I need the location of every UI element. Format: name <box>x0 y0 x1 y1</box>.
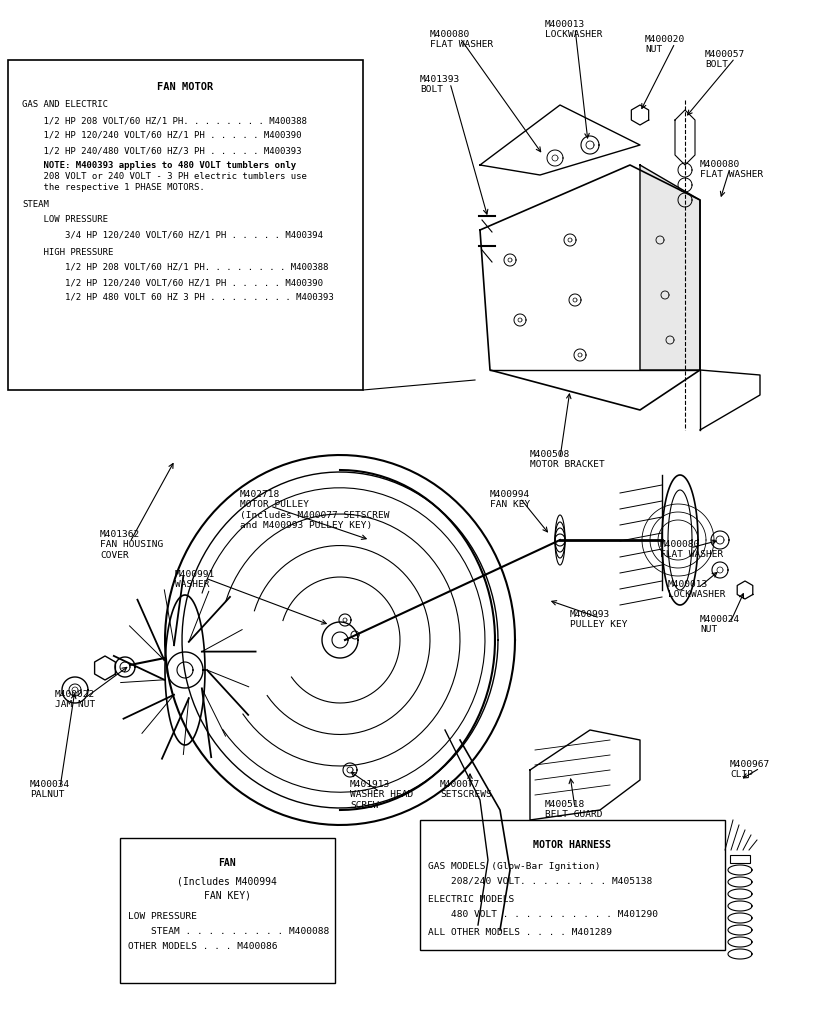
Text: M401913
WASHER HEAD
SCREW: M401913 WASHER HEAD SCREW <box>350 780 413 810</box>
Text: 3/4 HP 120/240 VOLT/60 HZ/1 PH . . . . . M400394: 3/4 HP 120/240 VOLT/60 HZ/1 PH . . . . .… <box>22 230 323 239</box>
Text: M400024
NUT: M400024 NUT <box>700 615 740 635</box>
Bar <box>420 820 725 950</box>
Text: M400991
WASHER: M400991 WASHER <box>175 570 215 590</box>
Text: LOW PRESSURE: LOW PRESSURE <box>22 215 108 224</box>
Text: HIGH PRESSURE: HIGH PRESSURE <box>22 248 113 257</box>
Text: M400022
JAM NUT: M400022 JAM NUT <box>55 690 95 710</box>
Text: 1/2 HP 120/240 VOLT/60 HZ/1 PH . . . . . M400390: 1/2 HP 120/240 VOLT/60 HZ/1 PH . . . . .… <box>22 278 323 287</box>
Text: M400518
BELT GUARD: M400518 BELT GUARD <box>545 800 602 819</box>
Text: M400994
FAN KEY: M400994 FAN KEY <box>490 490 530 509</box>
Text: STEAM . . . . . . . . . M400088: STEAM . . . . . . . . . M400088 <box>128 927 329 936</box>
Text: GAS AND ELECTRIC: GAS AND ELECTRIC <box>22 100 108 109</box>
Text: MOTOR HARNESS: MOTOR HARNESS <box>533 840 611 850</box>
Text: 1/2 HP 208 VOLT/60 HZ/1 PH. . . . . . . . M400388: 1/2 HP 208 VOLT/60 HZ/1 PH. . . . . . . … <box>22 263 328 272</box>
Text: (Includes M400994: (Includes M400994 <box>177 876 277 886</box>
Text: 480 VOLT . . . . . . . . . . M401290: 480 VOLT . . . . . . . . . . M401290 <box>428 910 658 919</box>
Text: 208/240 VOLT. . . . . . . . M405138: 208/240 VOLT. . . . . . . . M405138 <box>428 877 652 886</box>
Text: NOTE: M400393 applies to 480 VOLT tumblers only: NOTE: M400393 applies to 480 VOLT tumble… <box>22 161 296 170</box>
Text: M400020
NUT: M400020 NUT <box>645 35 685 54</box>
Text: M402718
MOTOR PULLEY
(Includes M400077 SETSCREW
and M400993 PULLEY KEY): M402718 MOTOR PULLEY (Includes M400077 S… <box>240 490 389 530</box>
Text: M400967
CLIP: M400967 CLIP <box>730 760 770 779</box>
Bar <box>730 855 750 863</box>
Text: M400013
LOCKWASHER: M400013 LOCKWASHER <box>545 20 602 39</box>
Polygon shape <box>640 165 700 370</box>
Text: FAN KEY): FAN KEY) <box>203 891 251 901</box>
Text: M400013
LOCKWASHER: M400013 LOCKWASHER <box>668 580 725 599</box>
Text: FAN: FAN <box>218 858 236 868</box>
Text: GAS MODELS (Glow-Bar Ignition): GAS MODELS (Glow-Bar Ignition) <box>428 862 601 871</box>
Text: 1/2 HP 208 VOLT/60 HZ/1 PH. . . . . . . . M400388: 1/2 HP 208 VOLT/60 HZ/1 PH. . . . . . . … <box>22 116 307 125</box>
Text: ALL OTHER MODELS . . . . M401289: ALL OTHER MODELS . . . . M401289 <box>428 928 612 937</box>
Text: 1/2 HP 480 VOLT 60 HZ 3 PH . . . . . . . . M400393: 1/2 HP 480 VOLT 60 HZ 3 PH . . . . . . .… <box>22 293 334 302</box>
Text: M400080
FLAT WASHER: M400080 FLAT WASHER <box>430 30 493 49</box>
Text: M400034
PALNUT: M400034 PALNUT <box>30 780 70 800</box>
Text: OTHER MODELS . . . M400086: OTHER MODELS . . . M400086 <box>128 942 277 951</box>
Text: M401362
FAN HOUSING
COVER: M401362 FAN HOUSING COVER <box>100 530 163 560</box>
Text: STEAM: STEAM <box>22 200 49 209</box>
Text: M400080
FLAT WASHER: M400080 FLAT WASHER <box>700 160 763 179</box>
Text: M400057
BOLT: M400057 BOLT <box>705 50 745 70</box>
Text: M401393
BOLT: M401393 BOLT <box>420 75 460 94</box>
Text: LOW PRESSURE: LOW PRESSURE <box>128 912 197 921</box>
Text: the respective 1 PHASE MOTORS.: the respective 1 PHASE MOTORS. <box>22 183 205 193</box>
Text: 1/2 HP 240/480 VOLT/60 HZ/3 PH . . . . . M400393: 1/2 HP 240/480 VOLT/60 HZ/3 PH . . . . .… <box>22 146 301 155</box>
Text: FAN MOTOR: FAN MOTOR <box>157 82 213 92</box>
Text: 1/2 HP 120/240 VOLT/60 HZ/1 PH . . . . . M400390: 1/2 HP 120/240 VOLT/60 HZ/1 PH . . . . .… <box>22 131 301 140</box>
Text: M400077
SETSCREWS: M400077 SETSCREWS <box>440 780 492 800</box>
Text: M400508
MOTOR BRACKET: M400508 MOTOR BRACKET <box>530 450 605 469</box>
Text: 208 VOLT or 240 VOLT - 3 PH electric tumblers use: 208 VOLT or 240 VOLT - 3 PH electric tum… <box>22 172 307 181</box>
Polygon shape <box>480 105 640 175</box>
Bar <box>120 838 335 983</box>
Text: ELECTRIC MODELS: ELECTRIC MODELS <box>428 895 514 904</box>
Bar <box>8 60 363 390</box>
Text: M400080
FLAT WASHER: M400080 FLAT WASHER <box>660 540 723 559</box>
Text: M400993
PULLEY KEY: M400993 PULLEY KEY <box>570 610 628 630</box>
